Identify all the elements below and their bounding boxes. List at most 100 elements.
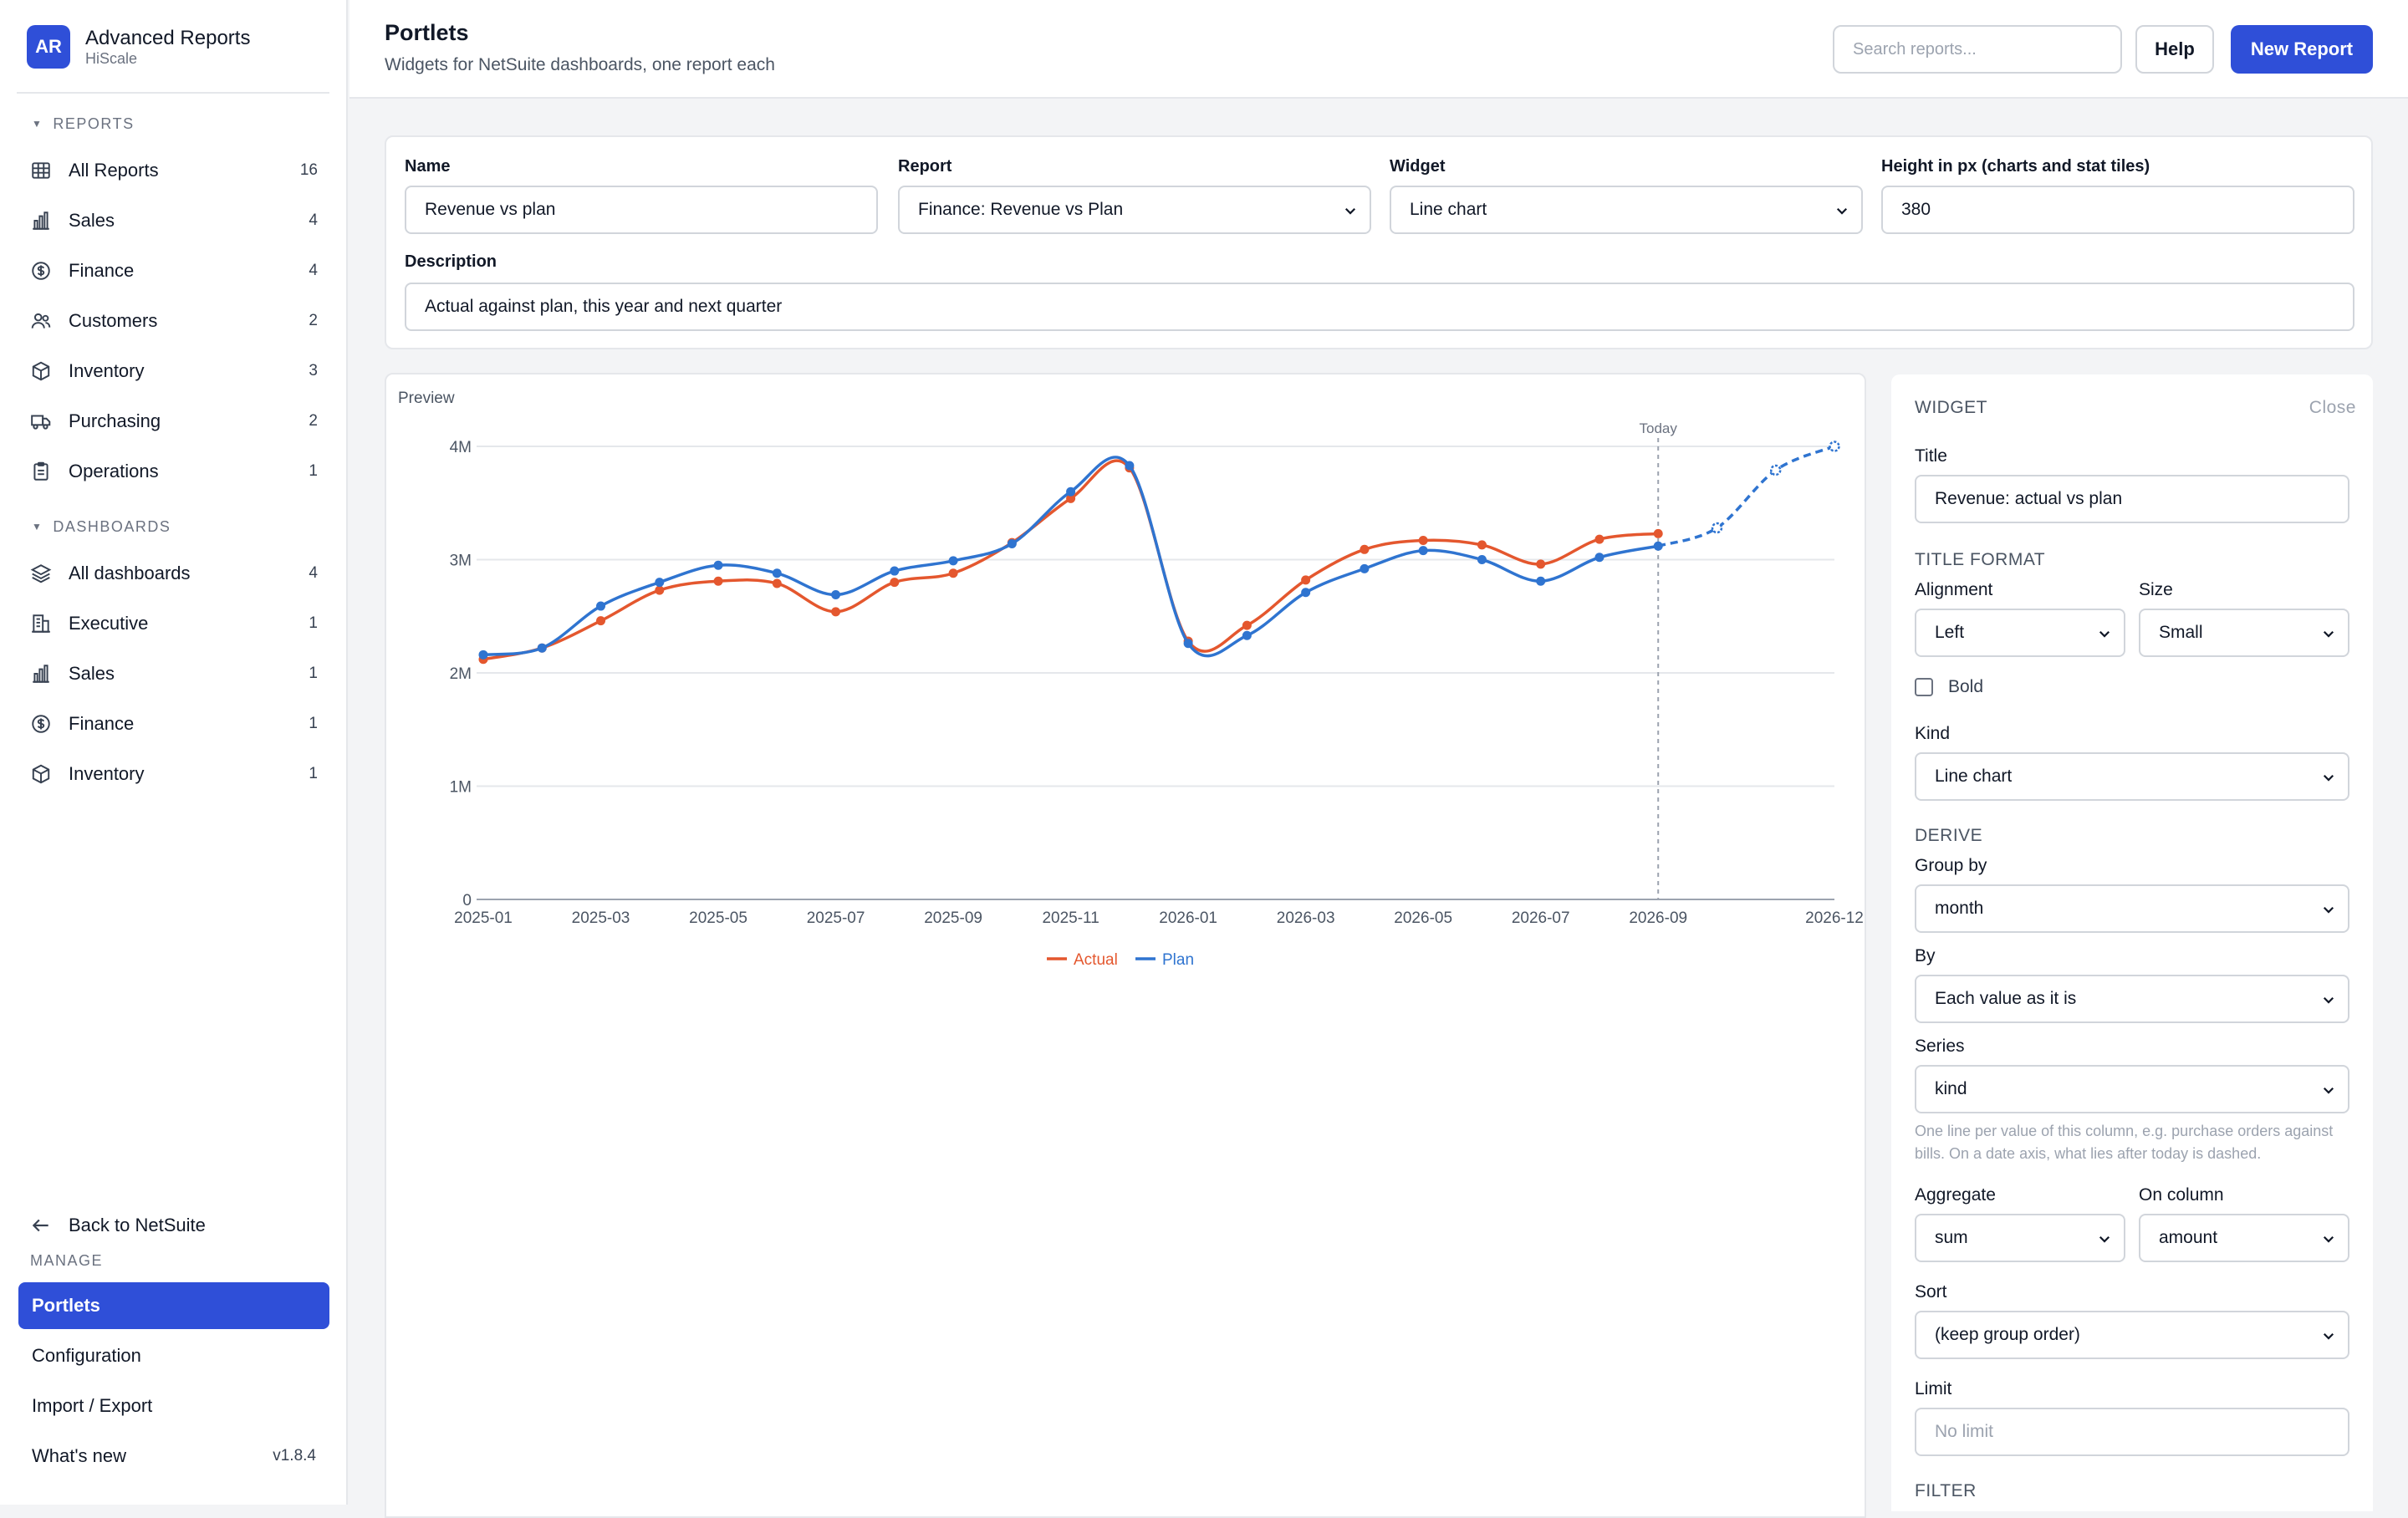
- report-select[interactable]: Finance: Revenue vs Plan: [898, 186, 1371, 234]
- sidebar-item-all-reports[interactable]: All Reports 16: [30, 152, 318, 189]
- sidebar-item-dash-sales[interactable]: Sales 1: [30, 655, 318, 692]
- x-tick-label: 2025-07: [807, 909, 865, 927]
- data-point: [1242, 620, 1252, 630]
- dashboards-section-toggle[interactable]: ▼ DASHBOARDS: [32, 518, 171, 536]
- bold-checkbox[interactable]: Bold: [1915, 677, 1983, 697]
- widget-select[interactable]: Line chart: [1390, 186, 1863, 234]
- sidebar-item-label: Inventory: [69, 360, 145, 381]
- by-select[interactable]: Each value as it is: [1915, 975, 2349, 1023]
- sidebar-item-label: Executive: [69, 613, 149, 634]
- x-tick-label: 2026-09: [1629, 909, 1687, 927]
- sidebar-item-all-dashboards[interactable]: All dashboards 4: [30, 555, 318, 592]
- kind-label: Kind: [1915, 724, 1951, 743]
- title-input[interactable]: Revenue: actual vs plan: [1915, 475, 2349, 523]
- sidebar-item-purchasing[interactable]: Purchasing 2: [30, 403, 318, 440]
- y-tick-label: 4M: [450, 439, 472, 456]
- limit-label: Limit: [1915, 1379, 1952, 1398]
- new-report-button[interactable]: New Report: [2231, 25, 2373, 74]
- preview-card: Preview: [385, 373, 1866, 1518]
- sidebar-item-portlets[interactable]: Portlets: [18, 1282, 329, 1329]
- sidebar-item-whats-new[interactable]: What's new v1.8.4: [18, 1433, 329, 1480]
- data-point: [655, 578, 665, 588]
- group-by-select[interactable]: month: [1915, 884, 2349, 933]
- data-point: [772, 578, 782, 588]
- x-tick-label: 2026-07: [1512, 909, 1570, 927]
- data-point: [596, 616, 606, 626]
- sidebar-item-import-export[interactable]: Import / Export: [18, 1383, 329, 1429]
- sidebar-item-inventory[interactable]: Inventory 3: [30, 353, 318, 390]
- data-point: [1829, 441, 1840, 452]
- series-line-plan: [482, 456, 1659, 658]
- close-panel-button[interactable]: Close: [2309, 398, 2356, 417]
- x-tick-label: 2025-05: [689, 909, 747, 927]
- height-label: Height in px (charts and stat tiles): [1881, 157, 2150, 176]
- sidebar-item-sales[interactable]: Sales 4: [30, 202, 318, 239]
- sidebar-item-customers[interactable]: Customers 2: [30, 303, 318, 339]
- data-point: [1769, 464, 1782, 476]
- sort-select-value: (keep group order): [1935, 1325, 2080, 1344]
- data-point: [1594, 534, 1604, 544]
- alignment-select[interactable]: Left: [1915, 609, 2125, 657]
- sidebar-item-finance[interactable]: Finance 4: [30, 252, 318, 289]
- sidebar-item-operations[interactable]: Operations 1: [30, 453, 318, 490]
- sidebar-item-configuration[interactable]: Configuration: [18, 1332, 329, 1379]
- x-tick-label: 2025-01: [454, 909, 513, 927]
- clipboard-icon: [33, 461, 48, 481]
- on-column-select[interactable]: amount: [2139, 1214, 2349, 1262]
- data-point: [1360, 563, 1370, 573]
- bold-label: Bold: [1948, 677, 1984, 696]
- title-label: Title: [1915, 446, 1947, 466]
- back-label: Back to NetSuite: [69, 1215, 206, 1235]
- section-label: DASHBOARDS: [53, 518, 171, 535]
- data-point: [1653, 528, 1663, 538]
- sidebar-item-count: 1: [309, 765, 318, 782]
- sidebar-item-dash-finance[interactable]: Finance 1: [30, 706, 318, 742]
- truck-icon: [31, 415, 51, 430]
- on-column-select-value: amount: [2159, 1228, 2218, 1247]
- sidebar-item-dash-inventory[interactable]: Inventory 1: [30, 756, 318, 792]
- chevron-down-icon: [2323, 630, 2334, 638]
- back-to-netsuite-link[interactable]: Back to NetSuite: [30, 1207, 318, 1244]
- description-input[interactable]: Actual against plan, this year and next …: [405, 283, 2354, 331]
- sidebar-item-executive[interactable]: Executive 1: [30, 605, 318, 642]
- data-point: [890, 566, 900, 576]
- data-point: [1477, 555, 1487, 564]
- sidebar-item-label: Portlets: [32, 1295, 100, 1316]
- data-point: [1066, 486, 1076, 497]
- data-point: [1536, 559, 1546, 569]
- aggregate-select[interactable]: sum: [1915, 1214, 2125, 1262]
- x-tick-label: 2026-05: [1394, 909, 1452, 927]
- data-point: [655, 585, 665, 595]
- kind-select[interactable]: Line chart: [1915, 752, 2349, 801]
- size-select[interactable]: Small: [2139, 609, 2349, 657]
- data-point: [1301, 575, 1311, 585]
- series-select-value: kind: [1935, 1079, 1967, 1098]
- sidebar-item-count: 3: [309, 362, 318, 380]
- sort-select[interactable]: (keep group order): [1915, 1311, 2349, 1359]
- data-point: [1653, 541, 1663, 551]
- data-point: [1536, 576, 1546, 586]
- report-select-value: Finance: Revenue vs Plan: [918, 200, 1124, 219]
- sidebar-item-label: Finance: [69, 713, 135, 734]
- sidebar-item-label: Configuration: [32, 1345, 141, 1366]
- name-input[interactable]: Revenue vs plan: [405, 186, 878, 234]
- search-input[interactable]: Search reports...: [1833, 25, 2122, 74]
- x-tick-label: 2025-03: [572, 909, 630, 927]
- preview-label: Preview: [398, 390, 455, 407]
- help-button[interactable]: Help: [2135, 25, 2214, 74]
- box-icon: [32, 764, 50, 784]
- chevron-down-icon: [2323, 1087, 2334, 1094]
- series-select[interactable]: kind: [1915, 1065, 2349, 1113]
- aggregate-select-value: sum: [1935, 1228, 1968, 1247]
- dollar-icon: [32, 715, 50, 733]
- sidebar-item-label: Finance: [69, 260, 135, 281]
- data-point: [1301, 588, 1311, 598]
- reports-section-toggle[interactable]: ▼ REPORTS: [32, 115, 135, 133]
- data-point: [1360, 544, 1370, 554]
- x-tick-label: 2025-09: [924, 909, 982, 927]
- data-point: [1125, 461, 1135, 471]
- brand[interactable]: AR Advanced Reports HiScale: [27, 25, 250, 69]
- height-input[interactable]: 380: [1881, 186, 2354, 234]
- data-point: [1477, 540, 1487, 550]
- limit-input[interactable]: No limit: [1915, 1408, 2349, 1456]
